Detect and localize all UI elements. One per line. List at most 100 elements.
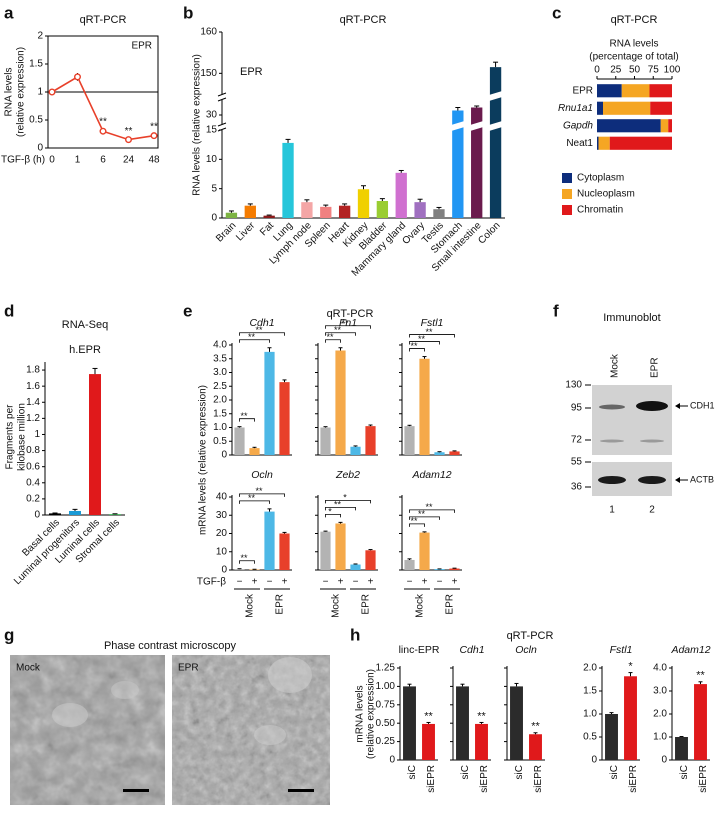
significance-label: *: [628, 661, 633, 673]
microscopy-panel: g Phase contrast microscopy Mock EPR: [4, 625, 330, 805]
bar: [89, 374, 101, 515]
significance-label: **: [410, 341, 418, 351]
panel-letter: a: [4, 3, 14, 22]
panel-title: qRT-PCR: [80, 14, 127, 26]
bar: [279, 533, 290, 570]
x-tick-label: siEPR: [479, 765, 490, 793]
bar: [338, 205, 351, 218]
bar: [395, 172, 407, 218]
blot-band: [599, 404, 625, 410]
axis-break-mark: [217, 127, 227, 132]
bar-segment: [597, 136, 599, 150]
significance-bracket: [325, 499, 371, 504]
bar: [264, 351, 275, 455]
cell-cluster: [268, 657, 312, 693]
bar: [624, 676, 637, 760]
blot-band: [640, 439, 664, 443]
x-tick-label: 48: [148, 155, 160, 166]
group-label: Mock: [331, 593, 342, 618]
x-tick-label: siEPR: [698, 765, 709, 793]
x-tick-label: 1: [75, 155, 81, 166]
band-arrow-head: [675, 477, 680, 483]
panel-letter: h: [350, 625, 360, 644]
y-tick-label: 0: [389, 755, 395, 766]
y-tick-label: 0.5: [213, 436, 227, 447]
x-tick-label: siEPR: [533, 765, 544, 793]
lane-number: 1: [609, 505, 615, 516]
y-axis-label: kilobase million: [17, 403, 28, 471]
marker-label: 72: [571, 435, 583, 446]
panel-title: qRT-PCR: [611, 14, 658, 26]
significance-label: **: [248, 493, 256, 503]
y-axis-label: mRNA levels: [355, 685, 366, 742]
axis-break: [451, 121, 465, 131]
y-tick-label: 3.0: [653, 686, 667, 697]
bar-segment: [650, 101, 672, 115]
panel-letter: g: [4, 625, 14, 644]
bar: [675, 737, 688, 760]
x-tick-label: +: [368, 577, 374, 588]
panel-name: Fstl1: [610, 644, 633, 656]
x-tick-label: Colon: [476, 220, 502, 246]
significance-label: **: [425, 327, 433, 337]
bar: [456, 686, 469, 760]
x-tick-label: 75: [648, 65, 660, 76]
significance-bracket: [409, 523, 425, 527]
panel-letter: f: [553, 301, 559, 320]
bar: [279, 382, 290, 455]
y-tick-label: 2.0: [583, 663, 597, 674]
y-tick-label: 160: [200, 27, 217, 38]
bar: [403, 686, 416, 760]
panel-name: Ocln: [515, 644, 537, 656]
band-label: CDH1: [690, 400, 715, 410]
bar: [244, 205, 256, 218]
y-tick-label: 5: [211, 183, 217, 194]
bar-segment: [597, 84, 622, 98]
bar-segment: [597, 119, 661, 133]
bar-segment: [660, 119, 669, 133]
x-tick-label: 0: [49, 155, 55, 166]
x-tick-label: Ovary: [400, 220, 427, 247]
y-tick-label: 10: [206, 154, 218, 165]
y-axis-label: Fragments per: [5, 404, 16, 470]
significance-bracket: [239, 339, 270, 343]
x-tick-label: +: [252, 577, 258, 588]
bar: [335, 523, 346, 570]
x-tick-label: +: [452, 577, 458, 588]
bar: [320, 427, 331, 455]
x-tick-label: siC: [609, 765, 620, 779]
panel-title: Immunoblot: [603, 312, 660, 324]
significance-label: **: [424, 710, 433, 722]
legend-label: Chromatin: [577, 205, 623, 216]
image-label: Mock: [16, 663, 41, 674]
y-tick-label: 1.6: [26, 381, 40, 392]
bar: [264, 511, 275, 570]
panel-title: Phase contrast microscopy: [104, 640, 237, 652]
blot-membrane: [592, 385, 672, 455]
x-tick-label: −: [237, 577, 243, 588]
bar: [605, 714, 618, 760]
y-axis-label: mRNA levels (relative expression): [198, 385, 209, 535]
y-tick-label: 150: [200, 68, 217, 79]
bar: [249, 448, 260, 455]
bar-segment: [649, 84, 672, 98]
bar: [433, 209, 445, 218]
significance-bracket: [239, 493, 285, 497]
y-tick-label: 1.2: [26, 413, 40, 424]
x-tick-label: −: [267, 577, 273, 588]
lane-label: EPR: [650, 357, 661, 378]
y-tick-label: 1.25: [376, 663, 396, 674]
significance-bracket: [325, 332, 356, 336]
y-tick-label: 0: [661, 755, 667, 766]
y-tick-label: Gapdh: [563, 120, 593, 131]
annotation: EPR: [131, 41, 152, 52]
y-tick-label: 1.0: [583, 709, 597, 720]
cell-cluster: [254, 725, 286, 745]
significance-label: **: [425, 502, 433, 512]
bar-segment: [609, 136, 672, 150]
panel-name: Adam12: [411, 469, 451, 481]
y-tick-label: 2.0: [653, 709, 667, 720]
x-tick-label: siC: [514, 765, 525, 779]
micrograph: [10, 655, 165, 805]
